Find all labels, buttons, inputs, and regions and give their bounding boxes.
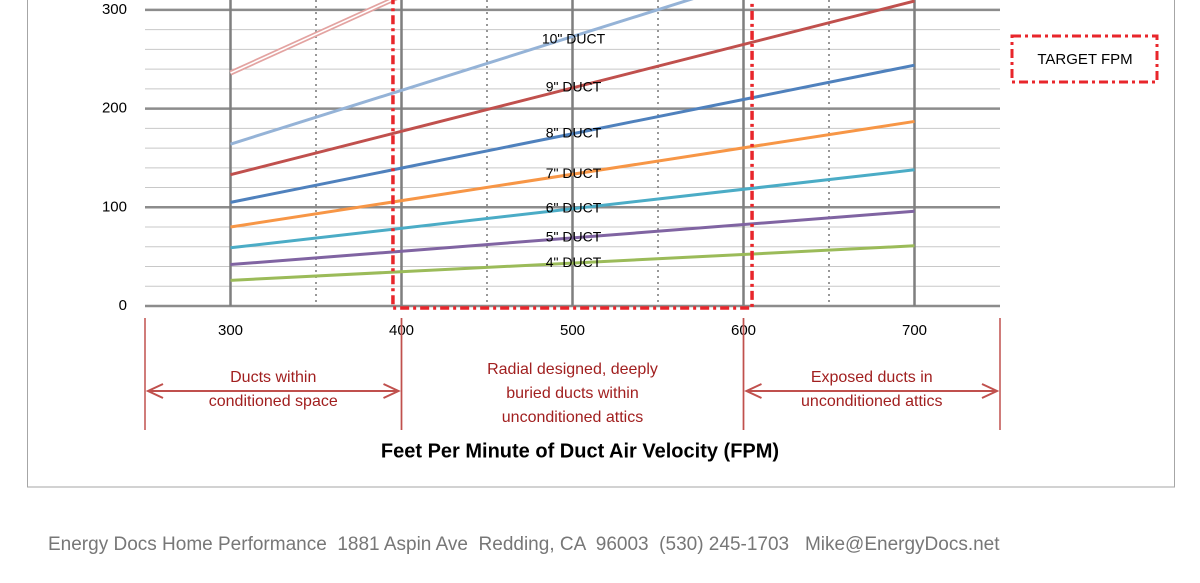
x-tick-label: 300 — [218, 322, 243, 339]
series-label: 5" DUCT — [546, 229, 602, 245]
chart-border — [27, 0, 1175, 488]
y-tick-label: 100 — [102, 198, 127, 215]
target-legend-label: TARGET FPM — [1037, 51, 1132, 68]
data-line — [230, 244, 915, 282]
data-line — [230, 63, 915, 204]
footer: Energy Docs Home Performance 1881 Aspin … — [48, 534, 1000, 555]
series-label: 4" DUCT — [546, 254, 602, 270]
arrow-head — [744, 383, 762, 399]
arrow-head — [383, 383, 401, 399]
series-label: 8" DUCT — [546, 124, 602, 140]
region-label: conditioned space — [209, 393, 338, 410]
data-line — [230, 0, 694, 146]
target-legend-box — [1010, 34, 1159, 84]
region-label: unconditioned attics — [801, 393, 942, 410]
series-label: 6" DUCT — [546, 199, 602, 215]
data-line — [230, 119, 915, 229]
series-label: 9" DUCT — [546, 79, 602, 95]
x-tick-label: 700 — [902, 322, 927, 339]
data-line-inner — [230, 0, 394, 74]
region-label: Ducts within — [230, 369, 316, 386]
data-line — [230, 0, 915, 177]
x-tick-label: 500 — [560, 322, 585, 339]
y-tick-label: 0 — [119, 297, 127, 314]
region-label: buried ducts within — [506, 385, 639, 402]
data-line — [230, 168, 915, 250]
y-tick-label: 200 — [102, 100, 127, 117]
arrow-head — [145, 383, 164, 399]
y-tick-label: 300 — [102, 1, 127, 18]
target-range — [391, 0, 754, 310]
region-label: Exposed ducts in — [811, 369, 933, 386]
arrow-head — [981, 383, 1000, 399]
series-label: 10" DUCT — [542, 31, 606, 47]
series-label: 7" DUCT — [546, 165, 602, 181]
x-axis-title: Feet Per Minute of Duct Air Velocity (FP… — [381, 440, 779, 462]
region-label: unconditioned attics — [502, 409, 643, 426]
plot-area — [145, 0, 1000, 308]
region-label: Radial designed, deeply — [487, 361, 658, 378]
data-line — [230, 209, 915, 267]
